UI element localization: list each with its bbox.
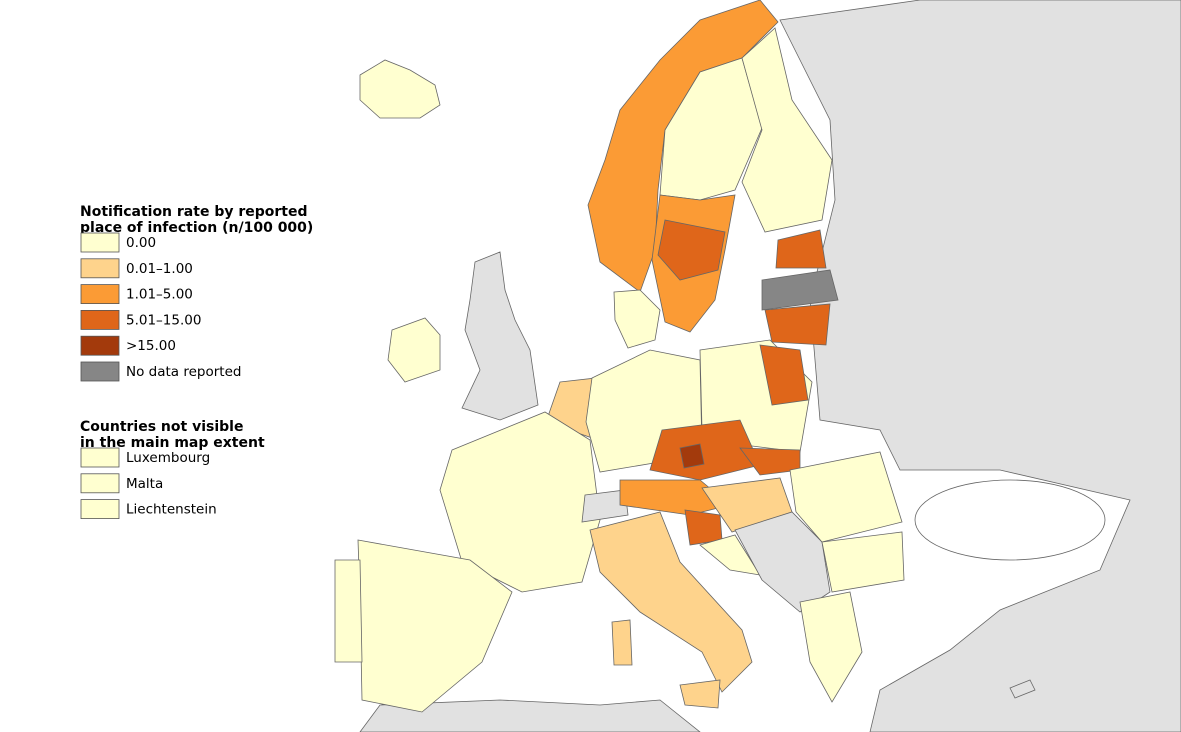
- balkans: [734, 511, 831, 613]
- uk: [461, 251, 539, 421]
- cyprus: [1009, 679, 1036, 699]
- greece: [799, 591, 863, 703]
- denmark: [613, 289, 661, 349]
- black-sea: [914, 479, 1106, 561]
- legend-swatch: [80, 232, 120, 253]
- poland-east: [759, 344, 809, 406]
- map-shapes: [334, 0, 1181, 732]
- legend-label: Malta: [126, 476, 163, 492]
- sweden-mid: [657, 219, 726, 281]
- finland: [741, 27, 833, 233]
- latvia: [761, 269, 839, 311]
- switzerland: [581, 489, 629, 523]
- legend-title: place of infection (n/100 000): [80, 220, 313, 236]
- italy: [589, 511, 753, 693]
- portugal: [334, 559, 363, 663]
- legend-swatch: [80, 309, 120, 330]
- sicily: [679, 679, 721, 709]
- legend-title: Notification rate by reported: [80, 204, 308, 220]
- legend-swatch: [80, 473, 120, 494]
- slovenia: [684, 509, 723, 546]
- legend-label: 0.01–1.00: [126, 261, 193, 277]
- non-eu-land: [779, 0, 1181, 732]
- bulgaria: [821, 531, 905, 593]
- legend-swatch: [80, 499, 120, 520]
- legend-label: >15.00: [126, 338, 176, 354]
- legend-title: in the main map extent: [80, 435, 265, 451]
- legend-label: Liechtenstein: [126, 502, 217, 518]
- iceland: [359, 59, 441, 119]
- czechia: [649, 419, 761, 481]
- legend-swatch: [80, 447, 120, 468]
- legend-title: Countries not visible: [80, 419, 243, 435]
- legend-label: 0.00: [126, 235, 156, 251]
- legend-swatch: [80, 361, 120, 382]
- legend-label: 1.01–5.00: [126, 287, 193, 303]
- romania: [789, 451, 903, 543]
- lithuania: [764, 303, 831, 346]
- legend-label: Luxembourg: [126, 450, 210, 466]
- ireland: [387, 317, 441, 383]
- france: [439, 411, 601, 593]
- legend-swatch: [80, 258, 120, 279]
- legend-label: 5.01–15.00: [126, 312, 201, 328]
- sardinia: [611, 619, 633, 666]
- legend-label: No data reported: [126, 364, 241, 380]
- estonia: [775, 229, 827, 269]
- legend-swatch: [80, 284, 120, 305]
- prague: [679, 443, 705, 469]
- africa: [359, 699, 701, 732]
- legend-swatch: [80, 335, 120, 356]
